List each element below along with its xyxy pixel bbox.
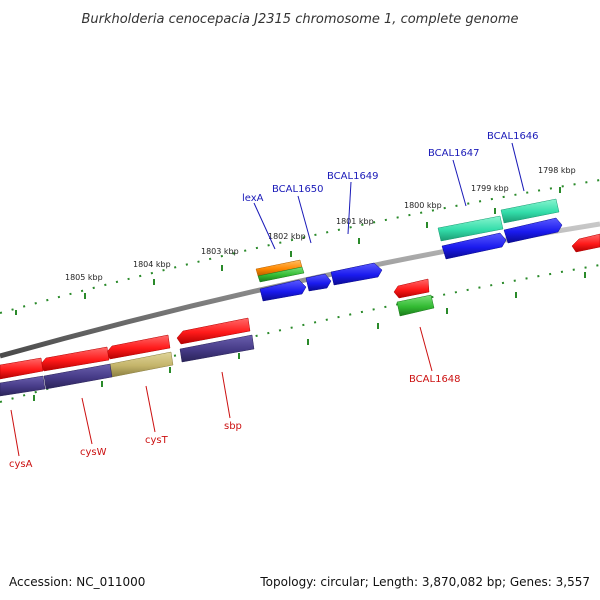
leader-BCAL1649 bbox=[347, 181, 352, 235]
scale-label-1803: 1803 kbp bbox=[201, 247, 239, 256]
scale-track-upper bbox=[0, 179, 600, 314]
reverse-features bbox=[0, 278, 435, 397]
feature-green-1648[interactable] bbox=[396, 294, 435, 317]
leader-cysA bbox=[10, 409, 20, 457]
scale-label-1805: 1805 kbp bbox=[65, 273, 103, 282]
major-ticks-lower bbox=[33, 272, 586, 401]
leader-BCAL1650 bbox=[297, 195, 312, 244]
leader-BCAL1647 bbox=[452, 159, 467, 207]
forward-features bbox=[255, 198, 600, 302]
feature-red-sbp[interactable] bbox=[176, 317, 251, 345]
feature-green-small[interactable] bbox=[257, 266, 305, 283]
gene-label-BCAL1650[interactable]: BCAL1650 bbox=[272, 184, 324, 195]
map-title: Burkholderia cenocepacia J2315 chromosom… bbox=[81, 12, 518, 27]
gene-label-BCAL1647[interactable]: BCAL1647 bbox=[428, 148, 480, 159]
feature-red-1648[interactable] bbox=[393, 278, 430, 299]
feature-red-edge[interactable] bbox=[571, 233, 600, 253]
feature-purple-sbp[interactable] bbox=[179, 334, 255, 363]
feature-red-cysA[interactable] bbox=[0, 357, 44, 380]
scale-label-1802: 1802 kbp bbox=[268, 232, 306, 241]
feature-teal-2[interactable] bbox=[500, 198, 560, 224]
feature-blue-1650[interactable] bbox=[305, 273, 332, 292]
gene-label-BCAL1646[interactable]: BCAL1646 bbox=[487, 131, 539, 142]
gene-label-BCAL1648[interactable]: BCAL1648 bbox=[409, 374, 461, 385]
gene-label-cysT[interactable]: cysT bbox=[145, 435, 169, 446]
scale-label-1798: 1798 kbp bbox=[538, 166, 576, 175]
leader-sbp bbox=[221, 371, 231, 419]
gene-labels-top: BCAL1646 BCAL1647 BCAL1649 BCAL1650 lexA bbox=[242, 131, 539, 204]
gene-labels-bottom: BCAL1648 sbp cysT cysW cysA bbox=[9, 374, 461, 470]
leader-BCAL1646 bbox=[511, 142, 525, 192]
leader-cysW bbox=[81, 397, 93, 445]
accession-text: Accession: NC_011000 bbox=[9, 575, 145, 589]
scale-label-1800: 1800 kbp bbox=[404, 201, 442, 210]
gene-label-cysA[interactable]: cysA bbox=[9, 459, 33, 470]
major-ticks-upper bbox=[15, 187, 561, 315]
gene-label-lexA[interactable]: lexA bbox=[242, 193, 264, 204]
scale-label-1799: 1799 kbp bbox=[471, 184, 509, 193]
feature-purple-cysA[interactable] bbox=[0, 375, 46, 397]
feature-purple-cysW[interactable] bbox=[43, 363, 113, 390]
gene-label-sbp[interactable]: sbp bbox=[224, 421, 242, 432]
feature-teal-1[interactable] bbox=[437, 215, 504, 242]
leader-lexA bbox=[253, 202, 276, 250]
gene-label-cysW[interactable]: cysW bbox=[80, 447, 107, 458]
topology-summary: Topology: circular; Length: 3,870,082 bp… bbox=[259, 575, 590, 589]
leader-BCAL1648 bbox=[419, 326, 433, 372]
feature-blue-1646[interactable] bbox=[503, 217, 563, 244]
feature-blue-1647[interactable] bbox=[441, 232, 507, 260]
leader-cysT bbox=[145, 385, 156, 433]
feature-blue-1649[interactable] bbox=[330, 262, 383, 286]
scale-label-1801: 1801 kbp bbox=[336, 217, 374, 226]
feature-blue-lexA[interactable] bbox=[259, 279, 307, 302]
leader-lines bbox=[10, 142, 525, 457]
scale-labels: 1798 kbp 1799 kbp 1800 kbp 1801 kbp 1802… bbox=[65, 166, 576, 282]
scale-label-1804: 1804 kbp bbox=[133, 260, 171, 269]
gene-label-BCAL1649[interactable]: BCAL1649 bbox=[327, 171, 379, 182]
